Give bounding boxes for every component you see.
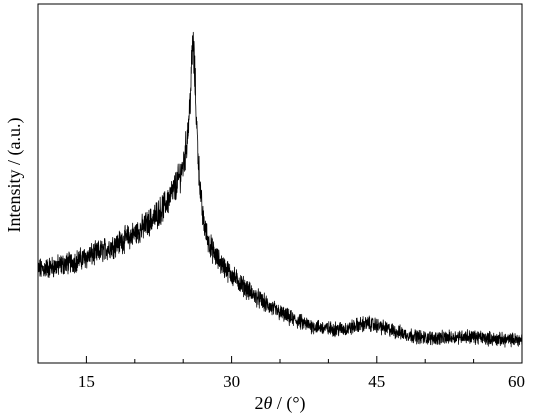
y-axis-label: Intensity / (a.u.) [4,118,25,233]
x-axis-label: 2θ / (°) [254,393,305,414]
x-major-ticks [85,356,523,363]
x-tick-label: 60 [508,372,525,391]
series-line [37,31,523,348]
x-tick-labels: 15 30 45 60 [78,372,525,391]
x-tick-label: 45 [368,372,385,391]
x-tick-label: 30 [223,372,240,391]
x-tick-label: 15 [78,372,95,391]
x-minor-ticks [134,359,475,363]
